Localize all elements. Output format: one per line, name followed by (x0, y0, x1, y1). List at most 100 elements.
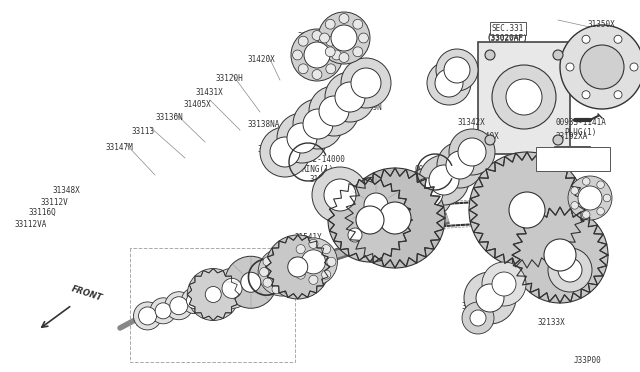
Circle shape (413, 178, 443, 208)
Circle shape (266, 235, 330, 299)
Circle shape (482, 262, 526, 306)
Circle shape (260, 267, 269, 277)
Text: (33020AD): (33020AD) (549, 158, 591, 167)
Circle shape (614, 91, 622, 99)
Circle shape (596, 208, 604, 215)
Text: (33020AF): (33020AF) (486, 33, 527, 42)
Circle shape (356, 206, 384, 234)
Circle shape (512, 207, 608, 303)
Circle shape (327, 257, 336, 266)
Text: 31347X: 31347X (418, 178, 445, 187)
Circle shape (582, 91, 590, 99)
Circle shape (309, 239, 318, 248)
Text: 33120H: 33120H (215, 74, 243, 83)
Circle shape (582, 177, 590, 185)
Text: 31342X: 31342X (458, 118, 486, 127)
Circle shape (312, 70, 322, 80)
Circle shape (603, 194, 611, 202)
Circle shape (446, 151, 474, 179)
Circle shape (134, 302, 161, 330)
Circle shape (318, 12, 370, 64)
Circle shape (319, 96, 349, 126)
Circle shape (328, 178, 412, 262)
Text: 31431X: 31431X (195, 88, 223, 97)
Circle shape (462, 302, 494, 334)
Circle shape (303, 109, 333, 139)
Circle shape (212, 268, 252, 308)
Circle shape (331, 25, 357, 51)
Circle shape (296, 244, 305, 254)
Circle shape (578, 186, 602, 210)
Text: 33130: 33130 (298, 32, 321, 41)
Circle shape (170, 297, 188, 315)
Circle shape (341, 221, 369, 249)
Circle shape (325, 72, 375, 122)
Text: 00922-14000: 00922-14000 (295, 155, 346, 164)
Text: 31420X: 31420X (248, 55, 276, 64)
Circle shape (449, 129, 495, 175)
Circle shape (485, 135, 495, 145)
Text: 32140M: 32140M (468, 290, 496, 299)
Circle shape (283, 285, 292, 294)
Circle shape (358, 33, 369, 43)
Text: 33153: 33153 (338, 22, 361, 31)
Circle shape (464, 272, 516, 324)
Circle shape (263, 257, 272, 266)
Circle shape (325, 19, 335, 29)
Circle shape (326, 64, 336, 74)
Text: 33134: 33134 (360, 88, 383, 97)
Text: 33136NA: 33136NA (330, 218, 362, 227)
Circle shape (258, 248, 306, 296)
Circle shape (321, 244, 331, 254)
Text: 31346X: 31346X (397, 193, 425, 202)
Circle shape (492, 65, 556, 129)
Polygon shape (512, 207, 608, 303)
Circle shape (580, 45, 624, 89)
Text: 32140H: 32140H (462, 302, 490, 311)
Text: 31342XA: 31342XA (498, 203, 531, 212)
Text: 33151M: 33151M (527, 190, 555, 199)
Polygon shape (266, 235, 330, 299)
Circle shape (568, 176, 612, 220)
Circle shape (492, 272, 516, 296)
Text: 33147M: 33147M (105, 143, 132, 152)
Circle shape (293, 99, 343, 149)
Circle shape (287, 123, 317, 153)
Polygon shape (469, 152, 585, 268)
Circle shape (289, 238, 337, 286)
Circle shape (298, 36, 308, 46)
Text: 33138N: 33138N (258, 145, 285, 154)
Circle shape (138, 307, 157, 325)
Circle shape (379, 202, 411, 234)
Circle shape (260, 127, 310, 177)
Circle shape (301, 250, 325, 274)
Circle shape (436, 49, 478, 91)
Circle shape (283, 250, 292, 260)
Polygon shape (328, 178, 412, 262)
Circle shape (571, 187, 579, 195)
Text: 32133X: 32133X (538, 318, 566, 327)
Text: 33151: 33151 (545, 268, 568, 277)
Circle shape (325, 47, 335, 57)
Circle shape (571, 202, 579, 209)
Text: 31541Y: 31541Y (295, 233, 323, 242)
Circle shape (291, 257, 300, 266)
Circle shape (353, 47, 363, 57)
Circle shape (288, 257, 308, 277)
Circle shape (544, 239, 576, 271)
Circle shape (348, 228, 362, 242)
Circle shape (506, 79, 542, 115)
Text: 33113: 33113 (132, 127, 155, 136)
Circle shape (309, 86, 359, 136)
Circle shape (292, 278, 301, 287)
Text: SEC.331: SEC.331 (492, 24, 524, 33)
Circle shape (630, 63, 638, 71)
Circle shape (309, 275, 318, 285)
Text: FRONT: FRONT (70, 285, 103, 303)
Circle shape (596, 181, 604, 189)
Circle shape (272, 250, 281, 260)
Circle shape (469, 152, 585, 268)
Circle shape (155, 303, 171, 319)
Text: 31525X: 31525X (432, 80, 460, 89)
Circle shape (364, 193, 388, 217)
